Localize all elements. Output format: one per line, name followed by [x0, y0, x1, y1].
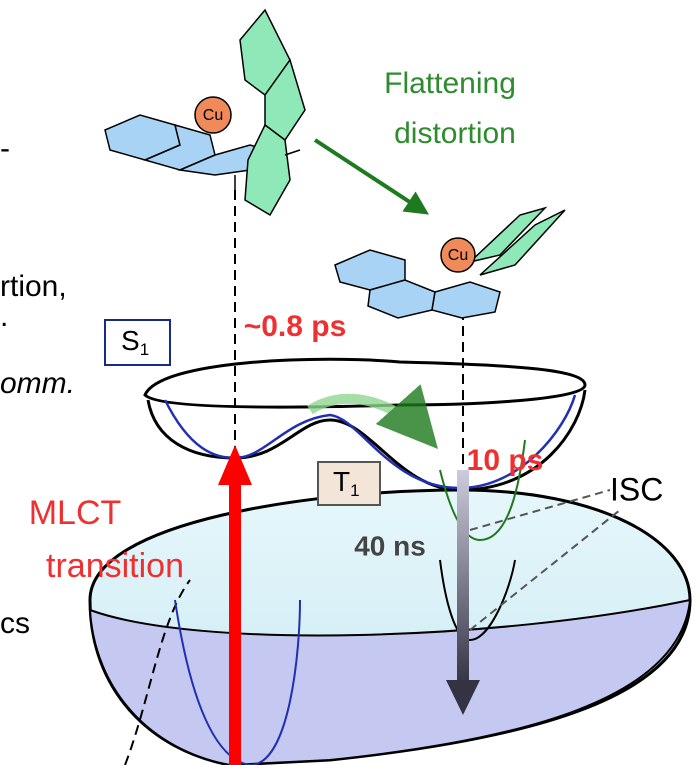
fragment: .: [0, 300, 8, 333]
cu-label: Cu: [448, 247, 468, 264]
s1-sub: 1: [140, 340, 149, 359]
title-line: distortion: [394, 117, 516, 150]
time-label: 10 ps: [467, 444, 544, 477]
fragment: cs: [0, 607, 30, 640]
time-label: ~0.8 ps: [244, 310, 347, 343]
flatten-arrow: [315, 140, 425, 212]
t1-main: T: [333, 466, 350, 497]
fragment: omm.: [0, 367, 75, 400]
t1-sub: 1: [350, 481, 359, 500]
excitation-label: transition: [46, 547, 184, 585]
excitation-label: MLCT: [29, 494, 122, 532]
isc-label: ISC: [610, 471, 663, 507]
s1-main: S: [121, 325, 140, 356]
time-label: 40 ns: [354, 530, 426, 561]
diagram: - rtion, . omm. cs: [0, 0, 697, 765]
fragment: rtion,: [0, 270, 67, 303]
title-line: Flattening: [384, 67, 516, 100]
cu-label: Cu: [203, 107, 223, 124]
fragment: -: [0, 132, 10, 165]
